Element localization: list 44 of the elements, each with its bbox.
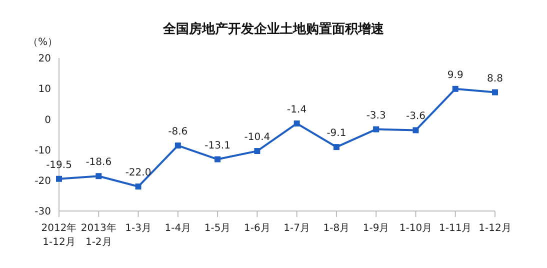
point [214,156,221,162]
x-tick-label: 1-10月 [399,223,432,234]
y-axis-title: （%） [28,36,58,49]
y-tick-label: -30 [34,206,51,218]
data-label: -3.3 [366,110,386,122]
data-label: 9.9 [447,70,464,81]
point [492,89,498,96]
data-label: -18.6 [86,157,112,168]
y-tick-label: 20 [38,54,51,65]
x-tick-label: 1-5月 [204,223,231,234]
data-label: -19.5 [46,160,72,171]
x-tick-label: 1-4月 [164,223,192,234]
data-label: -10.4 [244,132,270,144]
x-tick-label: 1-6月 [244,223,270,234]
point [333,144,340,150]
x-tick-label: 1-8月 [323,223,350,234]
data-label: -8.6 [168,126,188,138]
y-tick-label: -20 [34,176,51,187]
point [294,120,300,126]
y-tick-label: 10 [38,84,51,96]
point [174,142,181,149]
data-label: -1.4 [287,104,307,116]
point [373,126,380,132]
x-tick-label: 1-7月 [284,223,310,234]
y-tick-label: 0 [44,114,51,126]
x-tick-label: 2013年 1-2月 [80,222,116,248]
data-label: 8.8 [487,73,503,84]
x-tick-label: 1-9月 [362,223,390,234]
data-label: -13.1 [204,140,230,152]
data-label: -9.1 [326,128,346,140]
data-label: -3.6 [406,111,426,122]
chart-title: 全国房地产开发企业土地购置面积增速 [162,20,385,38]
point [135,184,142,190]
data-label: -22.0 [125,168,152,179]
point [96,173,102,180]
y-tick-label: -10 [34,145,51,156]
point [254,148,260,154]
point [56,176,62,182]
x-tick-label: 1-12月 [478,223,512,234]
x-tick-label: 1-11月 [439,223,472,234]
x-tick-label: 1-3月 [125,223,152,234]
point [412,127,419,134]
point [452,86,458,92]
x-tick-label: 2012年 1-12月 [41,222,77,248]
